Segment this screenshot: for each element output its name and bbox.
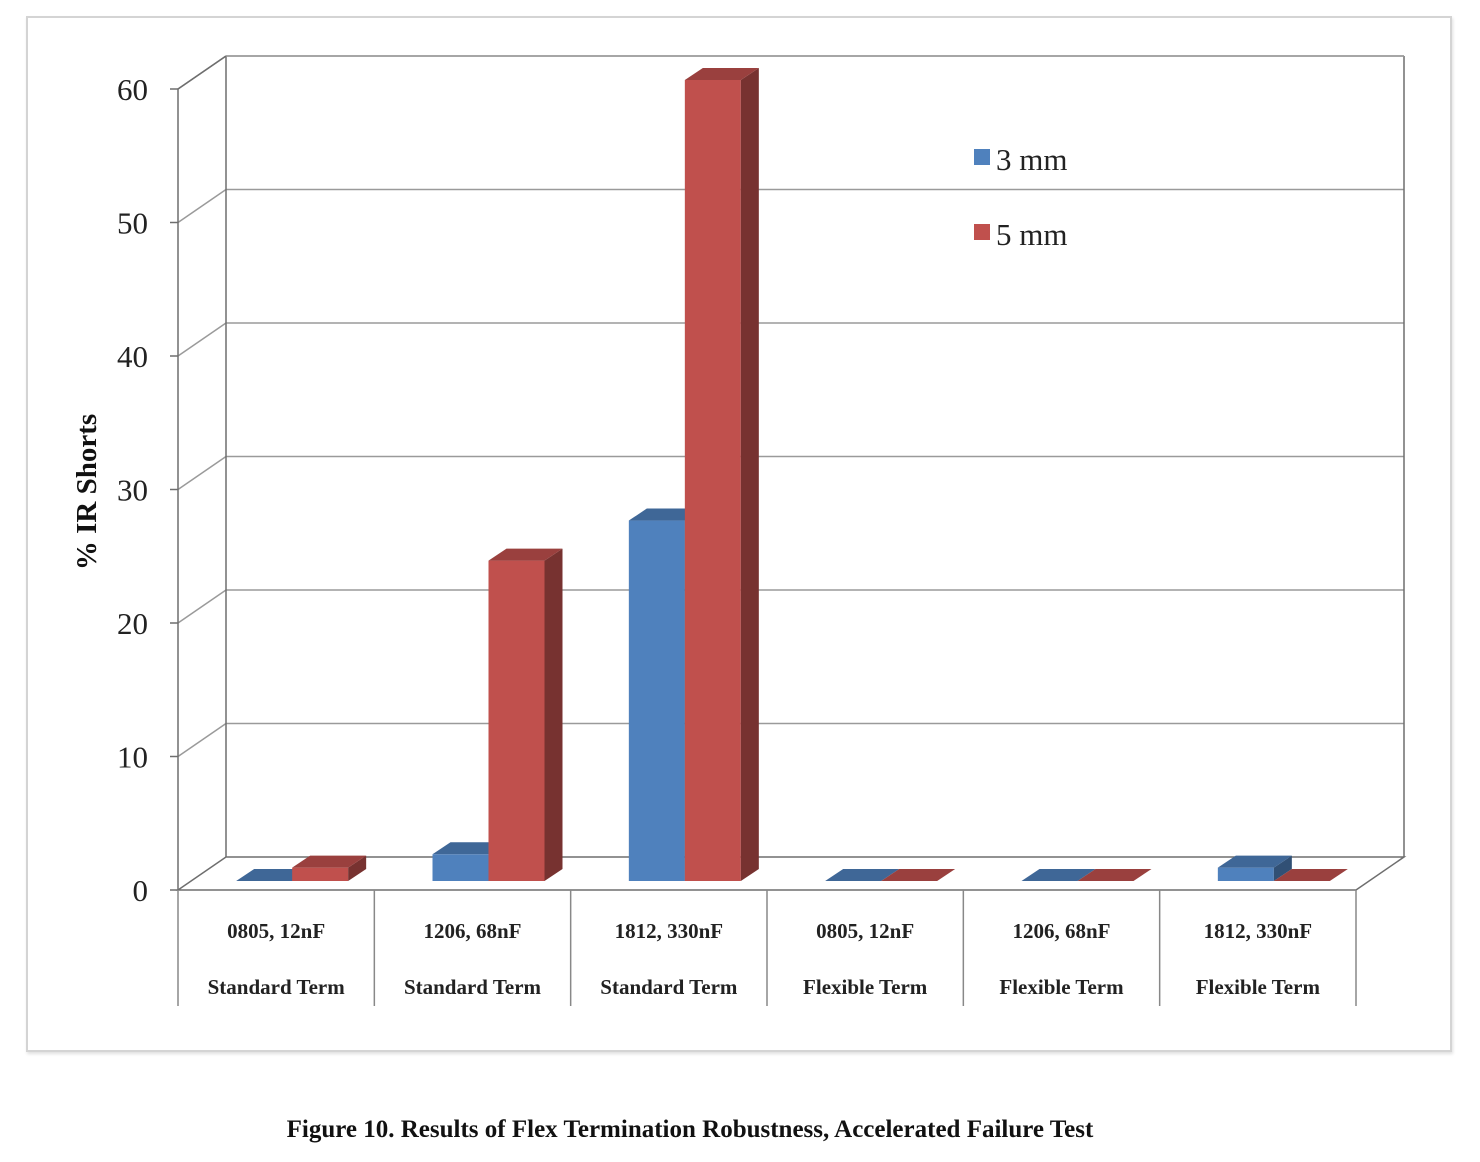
- bar-top: [1077, 869, 1152, 881]
- bar-top: [236, 869, 311, 881]
- bar-side: [348, 855, 367, 881]
- bar-3mm: [236, 869, 311, 881]
- x-tick-label: 0805, 12nF: [816, 919, 914, 943]
- bar-top: [1217, 855, 1292, 868]
- bar-5mm: [292, 855, 367, 881]
- bar-top: [1273, 869, 1348, 881]
- bar-top: [628, 508, 703, 521]
- y-tick-label: 60: [117, 72, 148, 107]
- gridline-side: [177, 722, 227, 758]
- bar-top: [881, 869, 956, 881]
- bar-3mm: [825, 869, 900, 881]
- y-tick-label: 0: [133, 873, 149, 908]
- bar-front: [432, 854, 489, 881]
- y-tick-label: 10: [117, 740, 148, 775]
- gridline-side: [177, 589, 227, 624]
- y-tick-label: 20: [117, 606, 148, 641]
- gridline-side: [177, 455, 227, 491]
- bar-top: [432, 842, 507, 855]
- x-tick-label: Standard Term: [404, 975, 542, 999]
- y-tick-label: 40: [117, 339, 148, 374]
- bar-5mm: [488, 548, 563, 881]
- bars: [236, 68, 1348, 881]
- y-tick-labels: 0 10 20 30 40 50 60: [117, 72, 148, 908]
- bar-top: [1021, 869, 1096, 881]
- bar-5mm: [684, 68, 759, 881]
- y-tick-label: 30: [117, 473, 148, 508]
- x-category-labels: 0805, 12nF Standard Term 1206, 68nF Standar…: [208, 919, 1321, 999]
- bar-side: [740, 68, 759, 881]
- gridline-side: [177, 188, 227, 224]
- bar-3mm: [1021, 869, 1096, 881]
- gridline-side: [177, 322, 227, 357]
- legend-swatch: [974, 224, 990, 240]
- bar-front: [684, 80, 741, 881]
- bar-top: [684, 68, 759, 80]
- bar-front: [488, 560, 545, 881]
- x-tick-label: Flexible Term: [803, 975, 928, 999]
- bar-top: [825, 869, 900, 881]
- bar-side: [544, 548, 563, 881]
- x-tick-label: 1812, 330nF: [1204, 919, 1313, 943]
- bar-front: [292, 867, 349, 881]
- bar-front: [1217, 867, 1274, 881]
- bar-5mm: [1077, 869, 1152, 881]
- bar-top: [488, 548, 563, 561]
- bar-front: [628, 520, 685, 881]
- x-tick-label: 1812, 330nF: [615, 919, 724, 943]
- bar-chart: 0 10 20 30 40 50 60 % IR Shorts 0805, 12nF Standa…: [71, 55, 1407, 1006]
- x-tick-label: Flexible Term: [1196, 975, 1321, 999]
- x-tick-label: 1206, 68nF: [1012, 919, 1110, 943]
- y-tick-label: 50: [117, 206, 148, 241]
- figure-caption: Figure 10. Results of Flex Termination R…: [286, 1116, 1094, 1143]
- legend-label: 5 mm: [996, 217, 1067, 252]
- side-wall-top-edge: [177, 55, 227, 90]
- bar-top: [292, 855, 367, 868]
- x-tick-label: 0805, 12nF: [227, 919, 325, 943]
- bar-side: [1273, 855, 1292, 881]
- x-tick-label: Flexible Term: [999, 975, 1124, 999]
- x-tick-label: Standard Term: [600, 975, 738, 999]
- x-tick-label: Standard Term: [208, 975, 346, 999]
- bar-5mm: [881, 869, 956, 881]
- legend: 3 mm 5 mm: [974, 142, 1067, 252]
- bar-3mm: [1217, 855, 1292, 881]
- x-tick-label: 1206, 68nF: [423, 919, 521, 943]
- bar-5mm: [1273, 869, 1348, 881]
- legend-label: 3 mm: [996, 142, 1067, 177]
- legend-swatch: [974, 149, 990, 165]
- y-axis-title: % IR Shorts: [71, 414, 103, 570]
